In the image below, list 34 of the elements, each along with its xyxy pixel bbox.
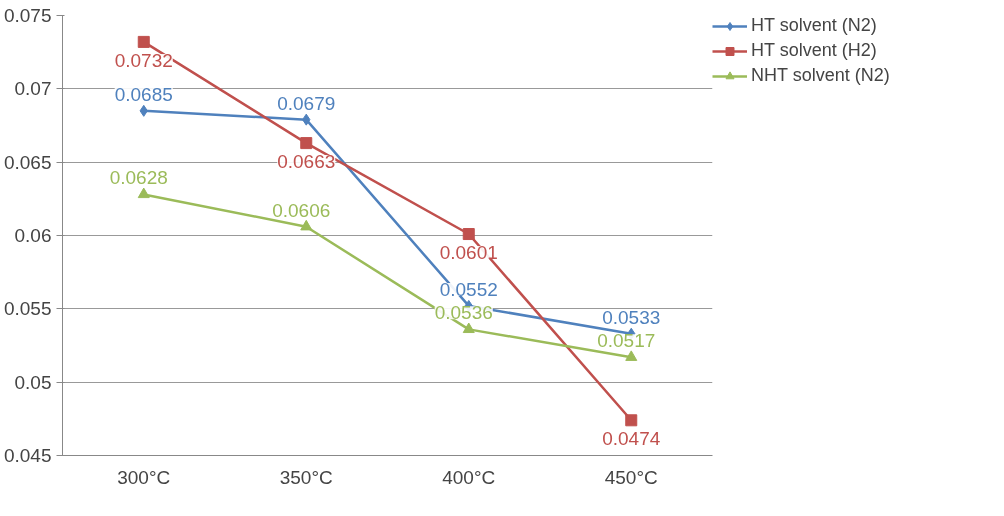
y-tick-label: 0.075 [3,5,52,26]
point [300,137,313,150]
data-label: 0.0552 [439,278,498,300]
data-label: 0.0606 [272,199,331,221]
data-label: 0.0663 [277,151,336,173]
legend-label: HT solvent (H2) [751,40,877,61]
y-tick-label: 0.07 [14,78,52,100]
point [137,187,150,199]
data-label: 0.0601 [439,242,498,264]
point [300,219,313,231]
data-label: 0.0679 [277,92,336,114]
data-label: 0.0533 [602,306,661,328]
x-tick-label: 400°C [442,466,496,488]
data-label: 0.0536 [434,302,493,324]
x-tick-label: 350°C [279,466,333,488]
x-tick-label: 300°C [117,466,171,488]
point [625,414,638,427]
point [462,322,475,334]
legend-label: HT solvent (N2) [751,15,877,36]
data-label: 0.0517 [597,330,656,352]
y-tick-label: 0.06 [14,225,52,246]
point [137,35,150,48]
point [462,228,475,241]
y-tick-label: 0.055 [3,298,52,320]
data-label: 0.0685 [114,83,173,105]
y-tick-label: 0.045 [3,445,52,466]
y-tick-label: 0.05 [14,371,52,393]
data-label: 0.0474 [602,428,661,450]
data-label: 0.0732 [114,49,173,71]
y-tick-label: 0.065 [3,151,52,173]
legend-label: NHT solvent (N2) [751,65,890,86]
data-label: 0.0628 [109,167,168,189]
x-tick-label: 450°C [604,466,658,488]
point [625,350,638,361]
